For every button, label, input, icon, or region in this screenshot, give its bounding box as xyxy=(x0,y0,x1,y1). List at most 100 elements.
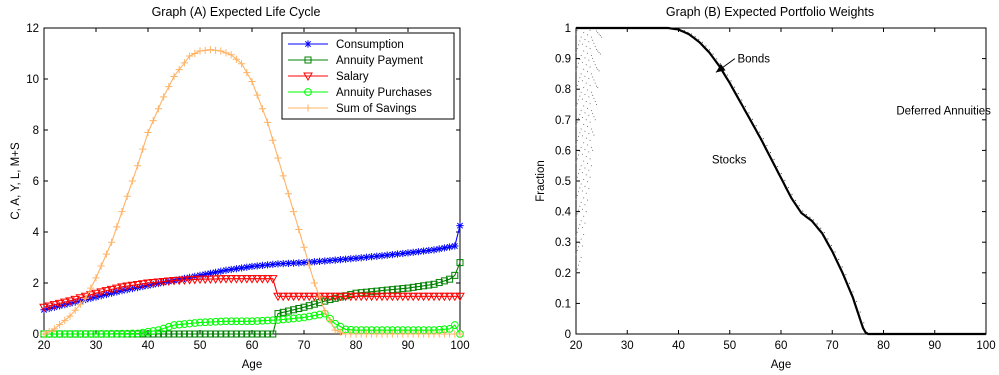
bond-dot xyxy=(575,125,577,127)
chart-b-ytick-label: 0 xyxy=(565,329,571,341)
bond-dot xyxy=(585,156,587,158)
data-point-sum-of-savings xyxy=(50,325,58,333)
bond-dot xyxy=(579,40,581,42)
bond-dot xyxy=(584,167,586,169)
chart-a-ytick-label: 8 xyxy=(33,125,39,137)
data-point-consumption xyxy=(414,248,422,256)
data-point-salary xyxy=(143,279,153,289)
chart-b-series xyxy=(575,26,986,336)
bond-dot xyxy=(766,145,768,147)
bond-dot xyxy=(841,266,843,268)
bond-dot xyxy=(812,219,815,221)
bond-dot xyxy=(587,107,589,109)
bond-dot xyxy=(575,198,577,200)
bond-dot xyxy=(583,215,585,217)
data-point-annuity-payment xyxy=(305,302,313,310)
chart-b-ytick-label: 0.2 xyxy=(555,268,571,280)
bond-dot xyxy=(578,81,580,83)
bond-dot xyxy=(576,213,578,215)
data-point-annuity-purchases xyxy=(149,327,158,335)
data-point-consumption xyxy=(378,252,386,260)
bond-dot xyxy=(583,32,585,34)
bond-dot xyxy=(592,39,594,41)
data-point-salary xyxy=(351,292,361,302)
bond-dot xyxy=(587,52,589,54)
data-point-sum-of-savings xyxy=(113,223,121,231)
data-point-salary xyxy=(267,275,278,284)
chart-b-ytick-label: 0.1 xyxy=(555,298,571,310)
data-point-salary xyxy=(283,292,294,302)
data-point-consumption xyxy=(347,255,355,263)
data-point-annuity-payment xyxy=(300,303,308,311)
bond-dot xyxy=(597,32,599,34)
data-point-salary xyxy=(184,276,195,285)
data-point-annuity-purchases xyxy=(242,317,251,326)
bond-dot xyxy=(580,146,582,148)
bond-dot xyxy=(585,82,587,84)
data-point-salary xyxy=(215,275,226,284)
data-point-salary xyxy=(236,275,247,284)
bond-dot xyxy=(592,94,594,96)
data-point-salary xyxy=(273,292,283,302)
bond-dot xyxy=(859,311,861,313)
data-point-sum-of-savings xyxy=(336,328,344,336)
bond-dot xyxy=(593,61,595,63)
bond-dot xyxy=(587,89,589,91)
bond-dot xyxy=(588,188,590,190)
chart-b-xtick-label: 50 xyxy=(723,340,736,352)
data-point-consumption xyxy=(186,273,194,281)
bond-dot xyxy=(580,257,582,258)
bond-dot xyxy=(827,238,829,240)
data-point-consumption xyxy=(227,265,235,274)
data-point-salary xyxy=(179,276,190,285)
bond-dot xyxy=(737,93,739,95)
data-point-annuity-purchases xyxy=(237,317,246,326)
chart-a-legend: Consumption Annuity Payment Salary Annuity … xyxy=(281,32,455,120)
bond-dot xyxy=(580,55,582,57)
data-point-consumption xyxy=(440,244,448,252)
bond-dot xyxy=(589,48,591,50)
bond-dot xyxy=(576,268,578,270)
chart-b-ticks: 20 30 40 50 60 70 80 90 100 0 0.1 0.2 0.3 0.4 0.5 0.6 0.… xyxy=(555,23,996,352)
chart-a-xtick-label: 30 xyxy=(90,340,103,352)
bond-dot xyxy=(578,62,580,64)
data-point-consumption xyxy=(430,246,438,254)
bond-dot xyxy=(590,55,592,57)
bond-dot xyxy=(780,172,782,175)
data-point-consumption xyxy=(451,242,459,250)
data-point-sum-of-savings xyxy=(258,105,266,113)
data-point-annuity-purchases xyxy=(154,326,163,335)
bond-dot xyxy=(583,142,585,144)
data-point-sum-of-savings xyxy=(123,192,131,200)
bond-dot xyxy=(579,187,581,189)
series-bonds-dots xyxy=(575,29,865,324)
data-point-consumption xyxy=(274,260,282,268)
data-point-sum-of-savings xyxy=(212,46,220,54)
bond-dot xyxy=(576,250,578,252)
bond-dot xyxy=(748,112,750,114)
bond-dot xyxy=(575,235,577,237)
chart-portfolio-weights: Graph (B) Expected Portfolio Weights 20 3… xyxy=(535,5,996,371)
bond-dot xyxy=(585,174,587,176)
data-point-salary xyxy=(241,275,252,284)
data-point-salary xyxy=(429,292,439,302)
bond-dot xyxy=(579,77,581,79)
legend-item-consumption: Consumption xyxy=(288,39,404,51)
data-point-salary xyxy=(226,275,237,284)
bond-dot xyxy=(578,227,580,229)
data-point-sum-of-savings xyxy=(61,316,69,324)
chart-b-xtick-label: 40 xyxy=(672,340,685,352)
chart-a-xtick-label: 80 xyxy=(350,340,363,352)
chart-a-ytick-label: 10 xyxy=(26,74,39,86)
data-point-annuity-payment xyxy=(321,297,329,305)
data-point-salary xyxy=(408,292,419,302)
chart-b-ytick-label: 0.9 xyxy=(555,54,571,66)
data-point-sum-of-savings xyxy=(456,330,464,338)
data-point-annuity-purchases xyxy=(211,317,220,326)
data-point-annuity-purchases xyxy=(107,329,116,338)
bond-dot xyxy=(598,51,600,53)
data-point-sum-of-savings xyxy=(92,274,100,282)
data-point-salary xyxy=(439,292,450,302)
bond-dot xyxy=(590,91,592,93)
data-point-consumption xyxy=(232,265,240,273)
